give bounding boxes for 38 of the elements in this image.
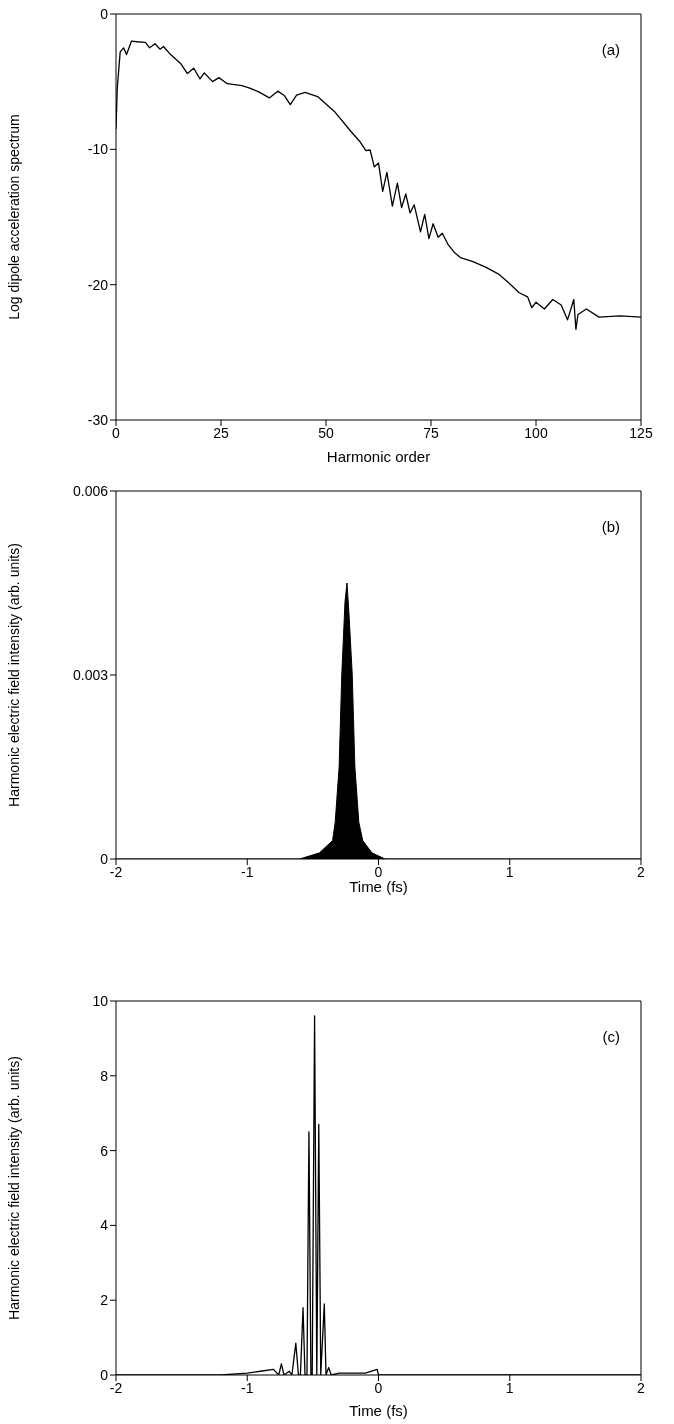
y-axis-title: Harmonic electric field intensity (arb. units) — [5, 543, 22, 807]
x-tick-label: -1 — [241, 1379, 254, 1396]
y-tick-label: -20 — [87, 276, 109, 293]
x-axis-title: Time (fs) — [349, 878, 408, 895]
x-tick-label: -2 — [109, 863, 123, 880]
y-tick-label: -10 — [87, 141, 109, 158]
y-tick-label: 0 — [100, 5, 109, 22]
y-tick-label: 10 — [92, 992, 109, 1009]
x-tick-label: -2 — [109, 1379, 123, 1396]
x-tick-label: 0 — [374, 863, 383, 880]
y-axis-title: Log dipole acceleration spectrum — [5, 114, 22, 320]
x-tick-label: 1 — [505, 1379, 514, 1396]
annotation: (a) — [601, 41, 620, 58]
y-axis-title: Harmonic electric field intensity (arb. units) — [5, 1056, 22, 1320]
y-tick-label: 0.006 — [72, 482, 109, 499]
y-tick-label: 6 — [100, 1142, 109, 1159]
x-tick-label: 2 — [637, 1379, 646, 1396]
y-tick-label: 4 — [100, 1217, 109, 1234]
annotation: (c) — [602, 1028, 620, 1045]
y-tick-label: -30 — [87, 411, 109, 428]
y-tick-label: 2 — [100, 1292, 109, 1309]
x-axis-title: Harmonic order — [326, 448, 431, 465]
x-tick-label: 2 — [637, 863, 646, 880]
x-tick-label: 100 — [524, 424, 548, 441]
x-tick-label: 0 — [112, 424, 121, 441]
x-tick-label: 75 — [423, 424, 439, 441]
y-tick-label: 0.003 — [72, 666, 109, 683]
y-tick-label: 0 — [100, 850, 109, 867]
annotation: (b) — [601, 518, 620, 535]
y-tick-label: 0 — [100, 1366, 109, 1383]
x-axis-title: Time (fs) — [349, 1402, 408, 1419]
x-tick-label: 25 — [213, 424, 229, 441]
x-tick-label: 125 — [629, 424, 653, 441]
x-tick-label: 50 — [318, 424, 334, 441]
y-tick-label: 8 — [100, 1067, 109, 1084]
x-tick-label: 0 — [374, 1379, 383, 1396]
x-tick-label: -1 — [241, 863, 254, 880]
x-tick-label: 1 — [505, 863, 514, 880]
